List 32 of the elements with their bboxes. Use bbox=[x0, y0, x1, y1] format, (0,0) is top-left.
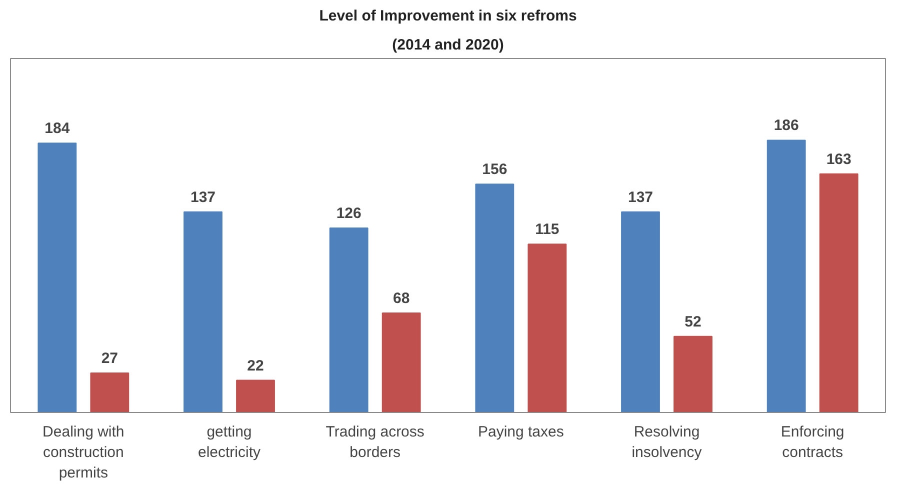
x-tick-label: Enforcing contracts bbox=[780, 424, 844, 461]
x-tick-label: Trading across borders bbox=[326, 424, 424, 461]
data-label: 22 bbox=[247, 357, 264, 374]
bar bbox=[766, 140, 806, 412]
x-tick-label: Dealing with construction permits bbox=[42, 424, 124, 482]
data-label: 126 bbox=[336, 205, 362, 222]
bar bbox=[475, 184, 514, 412]
data-label: 137 bbox=[628, 188, 654, 206]
bar bbox=[184, 211, 222, 412]
bar bbox=[528, 244, 567, 412]
bar bbox=[819, 173, 858, 412]
data-label: 156 bbox=[482, 161, 508, 178]
bar bbox=[382, 312, 421, 412]
bar bbox=[329, 228, 368, 412]
data-label: 52 bbox=[684, 313, 702, 330]
chart-subtitle: (2014 and 2020) bbox=[392, 36, 504, 54]
bar bbox=[38, 142, 77, 412]
x-tick-label: Resolving insolvency bbox=[632, 424, 702, 461]
bar bbox=[90, 372, 130, 412]
bar bbox=[674, 336, 712, 412]
chart-title: Level of Improvement in six refroms bbox=[319, 8, 577, 24]
x-tick-label: getting electricity bbox=[198, 424, 262, 461]
data-label: 184 bbox=[44, 120, 70, 138]
bar bbox=[621, 211, 660, 412]
bar bbox=[236, 380, 275, 412]
data-label: 186 bbox=[774, 117, 799, 134]
data-label: 27 bbox=[101, 350, 118, 367]
data-label: 115 bbox=[535, 221, 560, 238]
data-label: 137 bbox=[190, 188, 216, 206]
x-tick-label: Paying taxes bbox=[478, 424, 564, 440]
data-label: 68 bbox=[392, 290, 410, 307]
data-label: 163 bbox=[826, 150, 852, 168]
